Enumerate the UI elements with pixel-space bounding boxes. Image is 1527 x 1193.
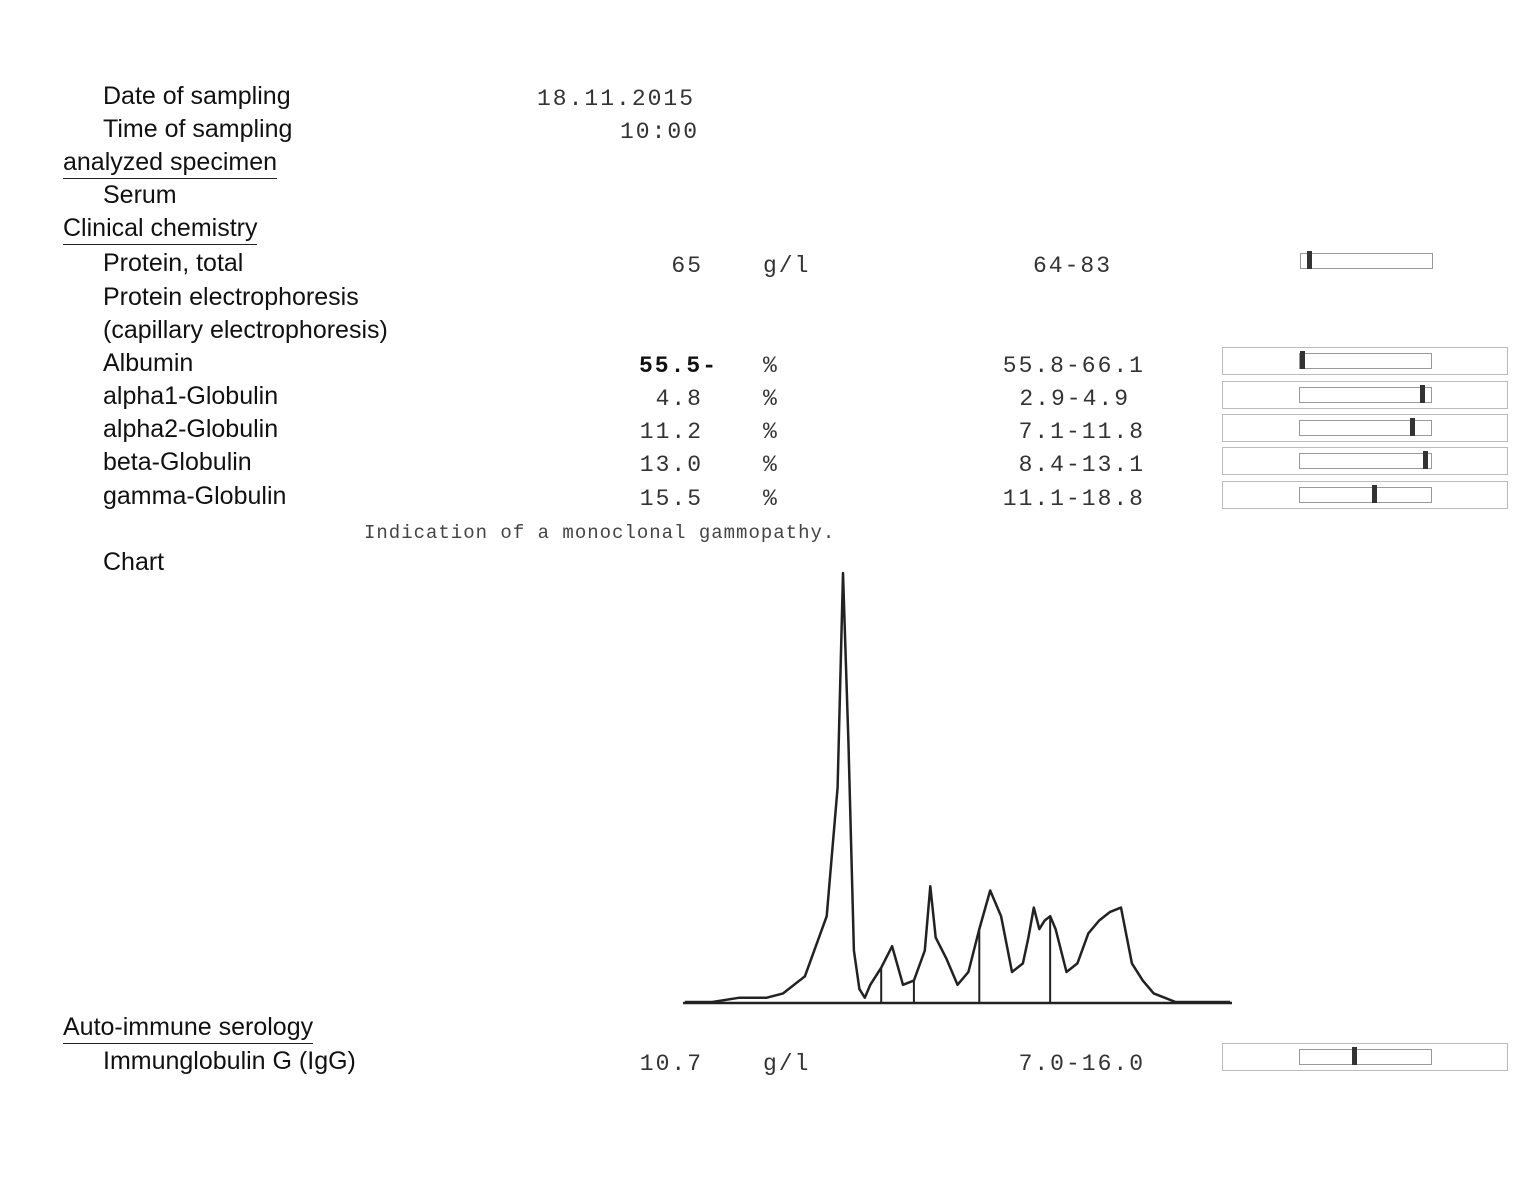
igg-gauge-marker [1351,1047,1357,1065]
autoimmune-heading: Auto-immune serology [63,1012,314,1044]
protein-total-range: 64-83 [1032,253,1112,279]
beta-globulin-label: beta-Globulin [103,448,252,476]
alpha2-globulin-label: alpha2-Globulin [103,415,279,443]
specimen-type: Serum [103,181,177,209]
alpha2-globulin-gauge-frame [1222,414,1508,442]
alpha1-globulin-unit: % [763,386,779,412]
alpha1-globulin-label: alpha1-Globulin [103,382,279,410]
gamma-globulin-gauge [1299,485,1432,503]
date-of-sampling-value: 18.11.2015 [537,86,696,112]
alpha1-globulin-gauge-marker [1419,385,1425,403]
electrophoresis-subtitle: (capillary electrophoresis) [103,316,388,344]
beta-globulin-range: 8.4-13.1 [1018,452,1145,478]
chart-curve [685,571,1230,1004]
alpha1-globulin-gauge-frame [1222,381,1508,409]
albumin-value: 55.5- [638,353,718,379]
beta-globulin-gauge-frame [1222,447,1508,475]
protein-total-unit: g/l [763,253,811,279]
alpha2-globulin-gauge-marker [1409,418,1415,436]
alpha1-globulin-range: 2.9-4.9 [1019,386,1130,412]
alpha1-globulin-value: 4.8 [655,386,703,412]
gamma-globulin-unit: % [763,486,779,512]
alpha2-globulin-value: 11.2 [639,419,703,445]
igg-value: 10.7 [639,1051,703,1077]
time-of-sampling-label: Time of sampling [103,115,293,143]
albumin-label: Albumin [103,349,194,377]
gamma-globulin-value: 15.5 [639,486,703,512]
electrophoresis-chart [683,571,1232,1005]
interpretation-note: Indication of a monoclonal gammopathy. [364,522,836,544]
time-of-sampling-value: 10:00 [620,119,700,145]
specimen-heading: analyzed specimen [63,147,278,179]
igg-gauge [1299,1047,1432,1065]
gamma-globulin-gauge-marker [1371,485,1377,503]
alpha1-globulin-gauge [1299,385,1432,403]
beta-globulin-value: 13.0 [639,452,703,478]
albumin-gauge-frame [1222,347,1508,375]
albumin-gauge-marker [1300,351,1305,369]
igg-unit: g/l [763,1051,811,1077]
protein-total-value: 65 [671,253,703,279]
electrophoresis-title: Protein electrophoresis [103,283,359,311]
gamma-globulin-gauge-frame [1222,481,1508,509]
alpha2-globulin-unit: % [763,419,779,445]
igg-label: Immunglobulin G (IgG) [103,1047,356,1075]
chart-label: Chart [103,548,165,576]
beta-globulin-gauge-marker [1423,451,1429,469]
gamma-globulin-label: gamma-Globulin [103,482,287,510]
alpha2-globulin-range: 7.1-11.8 [1018,419,1145,445]
igg-range: 7.0-16.0 [1018,1051,1145,1077]
albumin-unit: % [763,353,779,379]
igg-gauge-frame [1222,1043,1508,1071]
protein-total-gauge-marker [1307,251,1313,269]
clinical-chemistry-heading: Clinical chemistry [63,213,258,245]
protein-total-gauge [1300,251,1433,269]
protein-total-label: Protein, total [103,249,244,277]
albumin-range: 55.8-66.1 [1002,353,1145,379]
date-of-sampling-label: Date of sampling [103,82,291,110]
gamma-globulin-range: 11.1-18.8 [1002,486,1145,512]
albumin-gauge [1299,351,1432,369]
beta-globulin-gauge [1299,451,1432,469]
alpha2-globulin-gauge [1299,418,1432,436]
beta-globulin-unit: % [763,452,779,478]
